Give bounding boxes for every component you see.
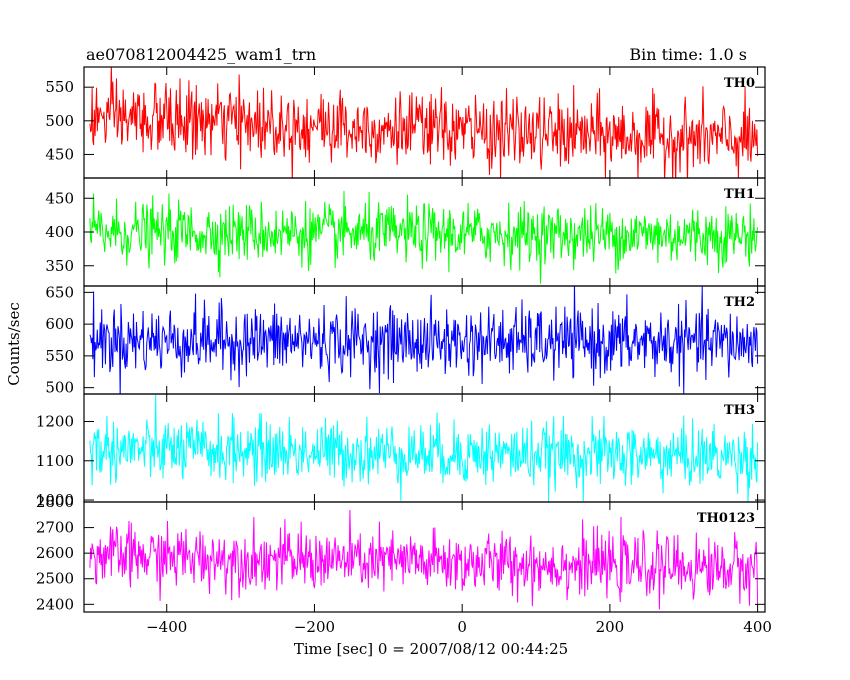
y-tick-label: 2400 bbox=[36, 595, 74, 613]
y-tick-label: 550 bbox=[45, 78, 74, 96]
y-tick-label: 650 bbox=[45, 283, 74, 301]
x-tick-label: −400 bbox=[146, 618, 187, 636]
y-tick-label: 500 bbox=[45, 379, 74, 397]
x-tick-label: 200 bbox=[596, 618, 625, 636]
panel-label-th1: TH1 bbox=[724, 187, 755, 202]
y-tick-label: 450 bbox=[45, 189, 74, 207]
chart-title: ae070812004425_wam1_trn bbox=[86, 45, 316, 64]
panel-label-th3: TH3 bbox=[724, 403, 755, 418]
panels-group: 450 500 550 TH0 350 400 450 TH1 500 550 600 650 TH2 1… bbox=[36, 66, 766, 613]
panel-frame bbox=[83, 285, 766, 395]
x-tick-label: −200 bbox=[294, 618, 335, 636]
y-tick-label: 1000 bbox=[36, 491, 74, 509]
series-th1 bbox=[89, 190, 759, 284]
panel-th2: 500 550 600 650 TH2 bbox=[45, 283, 766, 397]
panel-frame bbox=[83, 501, 766, 613]
panel-label-th0123: TH0123 bbox=[697, 511, 755, 526]
series-th0123 bbox=[89, 509, 759, 610]
y-tick-label: 2700 bbox=[36, 519, 74, 537]
panel-label-th2: TH2 bbox=[724, 295, 755, 310]
bin-time-label: Bin time: 1.0 s bbox=[629, 45, 747, 64]
x-axis-label: Time [sec] 0 = 2007/08/12 00:44:25 bbox=[294, 640, 568, 658]
y-tick-label: 1200 bbox=[36, 412, 74, 430]
y-tick-label: 600 bbox=[45, 315, 74, 333]
panel-th0123: 2400 2500 2600 2700 2800 TH0123 bbox=[36, 493, 766, 613]
panel-th1: 350 400 450 TH1 bbox=[45, 177, 766, 287]
y-tick-label: 550 bbox=[45, 347, 74, 365]
panel-frame bbox=[83, 177, 766, 287]
y-tick-label: 1100 bbox=[36, 452, 74, 470]
x-tick-label: 400 bbox=[743, 618, 772, 636]
panel-th0: 450 500 550 TH0 bbox=[45, 66, 766, 179]
panel-th3: 1000 1100 1200 TH3 bbox=[36, 393, 766, 509]
panel-label-th0: TH0 bbox=[724, 76, 755, 91]
y-tick-label: 350 bbox=[45, 257, 74, 275]
series-th0 bbox=[89, 67, 759, 178]
x-tick-label: 0 bbox=[457, 618, 467, 636]
y-tick-label: 2600 bbox=[36, 544, 74, 562]
series-th2 bbox=[89, 286, 759, 394]
y-tick-label: 2500 bbox=[36, 570, 74, 588]
series-th3 bbox=[89, 394, 759, 502]
y-tick-label: 400 bbox=[45, 223, 74, 241]
x-axis: −400 −200 0 200 400 bbox=[146, 618, 772, 636]
y-axis-label: Counts/sec bbox=[5, 302, 23, 386]
y-tick-label: 500 bbox=[45, 112, 74, 130]
y-tick-label: 2800 bbox=[36, 493, 74, 511]
y-tick-label: 450 bbox=[45, 145, 74, 163]
